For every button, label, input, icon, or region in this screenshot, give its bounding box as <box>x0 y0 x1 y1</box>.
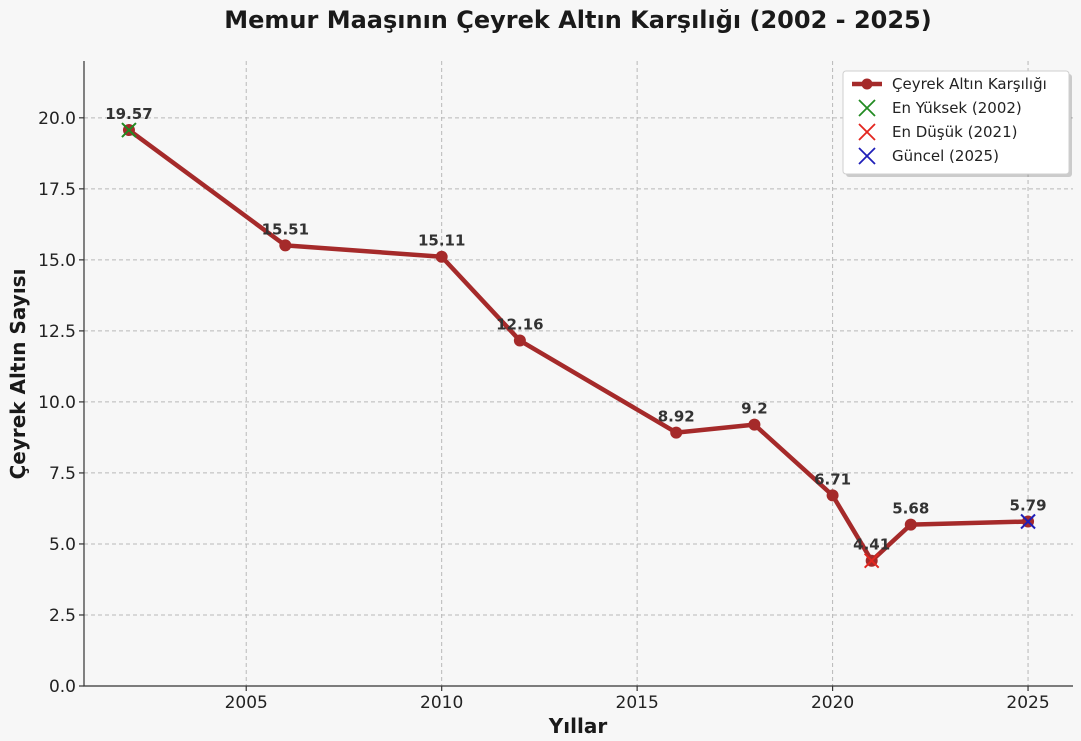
legend-label: Çeyrek Altın Karşılığı <box>892 75 1047 93</box>
y-tick-label: 0.0 <box>49 677 76 697</box>
data-label: 6.71 <box>814 470 851 488</box>
legend-x-swatch <box>858 123 876 141</box>
x-tick-label: 2005 <box>225 693 268 713</box>
legend-box <box>842 70 1070 175</box>
highlight-marker <box>1020 513 1036 530</box>
legend-entry: Güncel (2025) <box>858 147 999 165</box>
marker-stroke <box>1020 513 1036 530</box>
data-point <box>748 418 761 431</box>
legend-label: En Yüksek (2002) <box>892 99 1022 117</box>
data-labels: 19.57 15.51 15.11 12.16 8.92 9.2 6.71 4.415.68 5… <box>105 105 1046 554</box>
data-label: 5.79 <box>1010 497 1047 515</box>
data-point <box>435 250 448 263</box>
legend-point-swatch <box>861 78 873 90</box>
legend: Çeyrek Altın Karşılığı En Yüksek (2002) En… <box>842 70 1072 177</box>
marker-stroke <box>863 553 880 569</box>
x-tick-label: 2020 <box>811 693 854 713</box>
legend-label: Güncel (2025) <box>892 147 999 165</box>
highlight-marker <box>863 553 880 569</box>
marker-stroke <box>121 122 137 138</box>
legend-entry: En Yüksek (2002) <box>858 99 1022 117</box>
legend-entry: En Düşük (2021) <box>858 123 1017 141</box>
y-axis-label: Çeyrek Altın Sayısı <box>6 269 30 480</box>
chart-title: Memur Maaşının Çeyrek Altın Karşılığı (2… <box>224 6 931 34</box>
legend-entry: Çeyrek Altın Karşılığı <box>852 75 1047 93</box>
data-label: 4.41 <box>853 536 890 554</box>
legend-x-swatch <box>858 99 876 117</box>
data-label: 12.16 <box>496 316 543 334</box>
highlight-marker <box>121 122 137 138</box>
data-point <box>279 239 292 252</box>
highlight-markers <box>121 122 1036 569</box>
y-tick-label: 2.5 <box>49 606 76 626</box>
data-label: 15.11 <box>418 232 465 250</box>
grid <box>84 61 1073 686</box>
series-line <box>126 127 1031 563</box>
data-label: 9.2 <box>741 400 768 418</box>
x-tick-label: 2015 <box>616 693 659 713</box>
y-tick-label: 10.0 <box>38 393 76 413</box>
y-tick-label: 15.0 <box>38 251 76 271</box>
x-axis-ticks: 2005 2010 2015 2020 2025 <box>225 686 1050 713</box>
y-tick-label: 5.0 <box>49 535 76 555</box>
y-tick-label: 7.5 <box>49 464 76 484</box>
data-point <box>826 489 839 502</box>
data-label: 5.68 <box>892 500 929 518</box>
data-point <box>670 426 683 439</box>
x-axis-label: Yıllar <box>548 714 608 738</box>
data-label: 19.57 <box>105 105 152 123</box>
legend-x-swatch <box>858 147 876 165</box>
y-tick-label: 20.0 <box>38 109 76 129</box>
y-tick-label: 17.5 <box>38 180 76 200</box>
legend-label: En Düşük (2021) <box>892 123 1017 141</box>
data-point <box>904 518 917 531</box>
x-tick-label: 2010 <box>420 693 463 713</box>
data-point <box>513 334 526 347</box>
data-label: 8.92 <box>658 408 695 426</box>
data-label: 15.51 <box>262 220 309 238</box>
x-tick-label: 2025 <box>1006 693 1049 713</box>
y-axis-ticks: 0.0 2.5 5.0 7.5 10.0 12.5 15.0 17.5 20.0 <box>38 109 84 697</box>
y-tick-label: 12.5 <box>38 322 76 342</box>
